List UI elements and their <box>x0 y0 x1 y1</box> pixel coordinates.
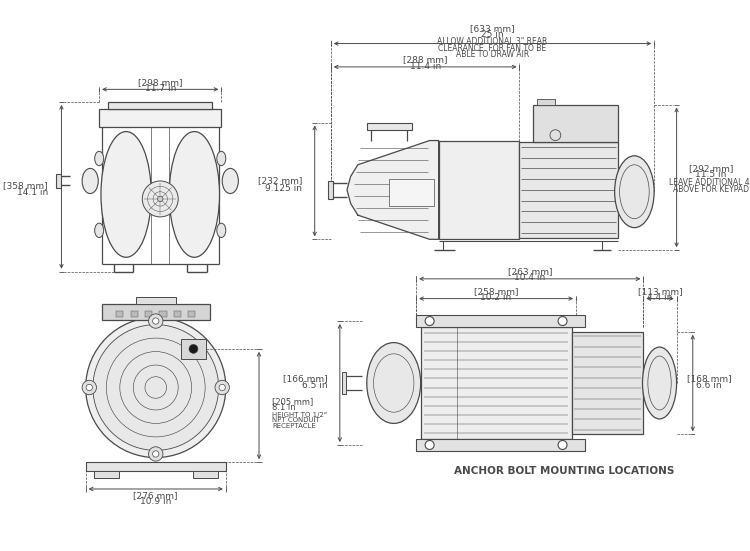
Circle shape <box>86 317 226 457</box>
Ellipse shape <box>82 169 98 193</box>
Text: [298 mm]: [298 mm] <box>138 78 182 87</box>
Text: 14.1 in: 14.1 in <box>16 188 48 197</box>
Ellipse shape <box>217 223 226 237</box>
Text: ABLE TO DRAW AIR: ABLE TO DRAW AIR <box>456 50 530 59</box>
Text: 25 in: 25 in <box>482 30 504 39</box>
Circle shape <box>425 440 434 450</box>
Bar <box>188 311 195 317</box>
Text: NPT CONDUIT: NPT CONDUIT <box>272 417 320 423</box>
Circle shape <box>152 451 159 457</box>
Text: 8.1 in: 8.1 in <box>272 403 296 412</box>
Circle shape <box>558 440 567 450</box>
Text: 11.5 in: 11.5 in <box>695 170 727 179</box>
Bar <box>159 311 166 317</box>
Ellipse shape <box>615 156 654 228</box>
Bar <box>416 439 585 451</box>
Circle shape <box>215 380 229 395</box>
Circle shape <box>142 181 178 217</box>
Bar <box>389 179 434 206</box>
Text: 4.4 in: 4.4 in <box>647 293 673 302</box>
Text: [263 mm]: [263 mm] <box>508 267 552 276</box>
Bar <box>174 311 181 317</box>
Text: [113 mm]: [113 mm] <box>638 287 682 296</box>
Ellipse shape <box>222 169 238 193</box>
Text: Variable Speed: Variable Speed <box>393 191 430 196</box>
Bar <box>108 102 212 109</box>
Ellipse shape <box>94 152 104 166</box>
Text: IntelliFlo®: IntelliFlo® <box>395 183 428 188</box>
Bar <box>130 311 138 317</box>
Circle shape <box>558 317 567 326</box>
Bar <box>181 339 206 359</box>
Bar <box>520 142 618 237</box>
Bar <box>416 315 585 327</box>
Circle shape <box>86 385 92 391</box>
Text: ABOVE FOR KEYPAD: ABOVE FOR KEYPAD <box>673 185 748 193</box>
Ellipse shape <box>94 223 104 237</box>
Bar <box>421 327 572 439</box>
Text: 11.4 in: 11.4 in <box>410 62 441 71</box>
Circle shape <box>425 317 434 326</box>
Bar <box>572 332 644 434</box>
Text: [232 mm]: [232 mm] <box>258 176 302 186</box>
Text: 11.7 in: 11.7 in <box>145 84 176 93</box>
Text: [276 mm]: [276 mm] <box>134 491 178 500</box>
Text: [288 mm]: [288 mm] <box>403 55 448 64</box>
Bar <box>86 462 226 471</box>
Circle shape <box>219 385 225 391</box>
Bar <box>367 122 412 130</box>
Text: [205 mm]: [205 mm] <box>272 397 314 406</box>
Ellipse shape <box>367 343 421 423</box>
Text: RECEPTACLE: RECEPTACLE <box>272 423 316 429</box>
Circle shape <box>152 318 159 324</box>
Bar <box>145 311 152 317</box>
Text: [358 mm]: [358 mm] <box>3 181 48 190</box>
Bar <box>342 372 346 394</box>
Bar <box>102 304 210 320</box>
Text: ANCHOR BOLT MOUNTING LOCATIONS: ANCHOR BOLT MOUNTING LOCATIONS <box>454 466 674 476</box>
Text: 6.6 in: 6.6 in <box>696 381 721 390</box>
Bar <box>94 471 119 478</box>
Text: LEAVE ADDITIONAL 4": LEAVE ADDITIONAL 4" <box>669 179 750 187</box>
Text: 10.2 in: 10.2 in <box>481 293 512 302</box>
Text: 9.125 in: 9.125 in <box>265 183 302 193</box>
Text: CLEARANCE  FOR FAN TO BE: CLEARANCE FOR FAN TO BE <box>439 44 547 52</box>
Ellipse shape <box>217 152 226 166</box>
Text: ALLOW ADDITIONAL 3" REAR: ALLOW ADDITIONAL 3" REAR <box>437 37 548 46</box>
Text: HEIGHT TO 1/2": HEIGHT TO 1/2" <box>272 412 328 418</box>
Polygon shape <box>347 141 439 239</box>
Bar <box>56 174 62 188</box>
Bar <box>193 471 217 478</box>
Text: [258 mm]: [258 mm] <box>474 287 518 296</box>
Ellipse shape <box>170 132 220 257</box>
Bar <box>439 141 520 239</box>
Text: 6.5 in: 6.5 in <box>302 381 327 390</box>
Circle shape <box>148 447 163 461</box>
Text: [168 mm]: [168 mm] <box>686 374 731 383</box>
Bar <box>116 311 124 317</box>
Bar <box>99 109 221 127</box>
Circle shape <box>93 325 218 450</box>
Bar <box>538 99 555 105</box>
Bar <box>533 105 618 142</box>
Bar <box>328 181 333 199</box>
Text: [292 mm]: [292 mm] <box>688 164 733 173</box>
Text: [633 mm]: [633 mm] <box>470 24 514 33</box>
Ellipse shape <box>101 132 152 257</box>
Text: 10.9 in: 10.9 in <box>140 497 172 506</box>
Text: 10.4 in: 10.4 in <box>514 273 545 283</box>
Bar <box>136 297 176 304</box>
Circle shape <box>158 196 163 202</box>
Circle shape <box>189 344 198 353</box>
Text: [166 mm]: [166 mm] <box>283 374 327 383</box>
Circle shape <box>82 380 97 395</box>
Ellipse shape <box>643 347 676 419</box>
Circle shape <box>148 314 163 328</box>
